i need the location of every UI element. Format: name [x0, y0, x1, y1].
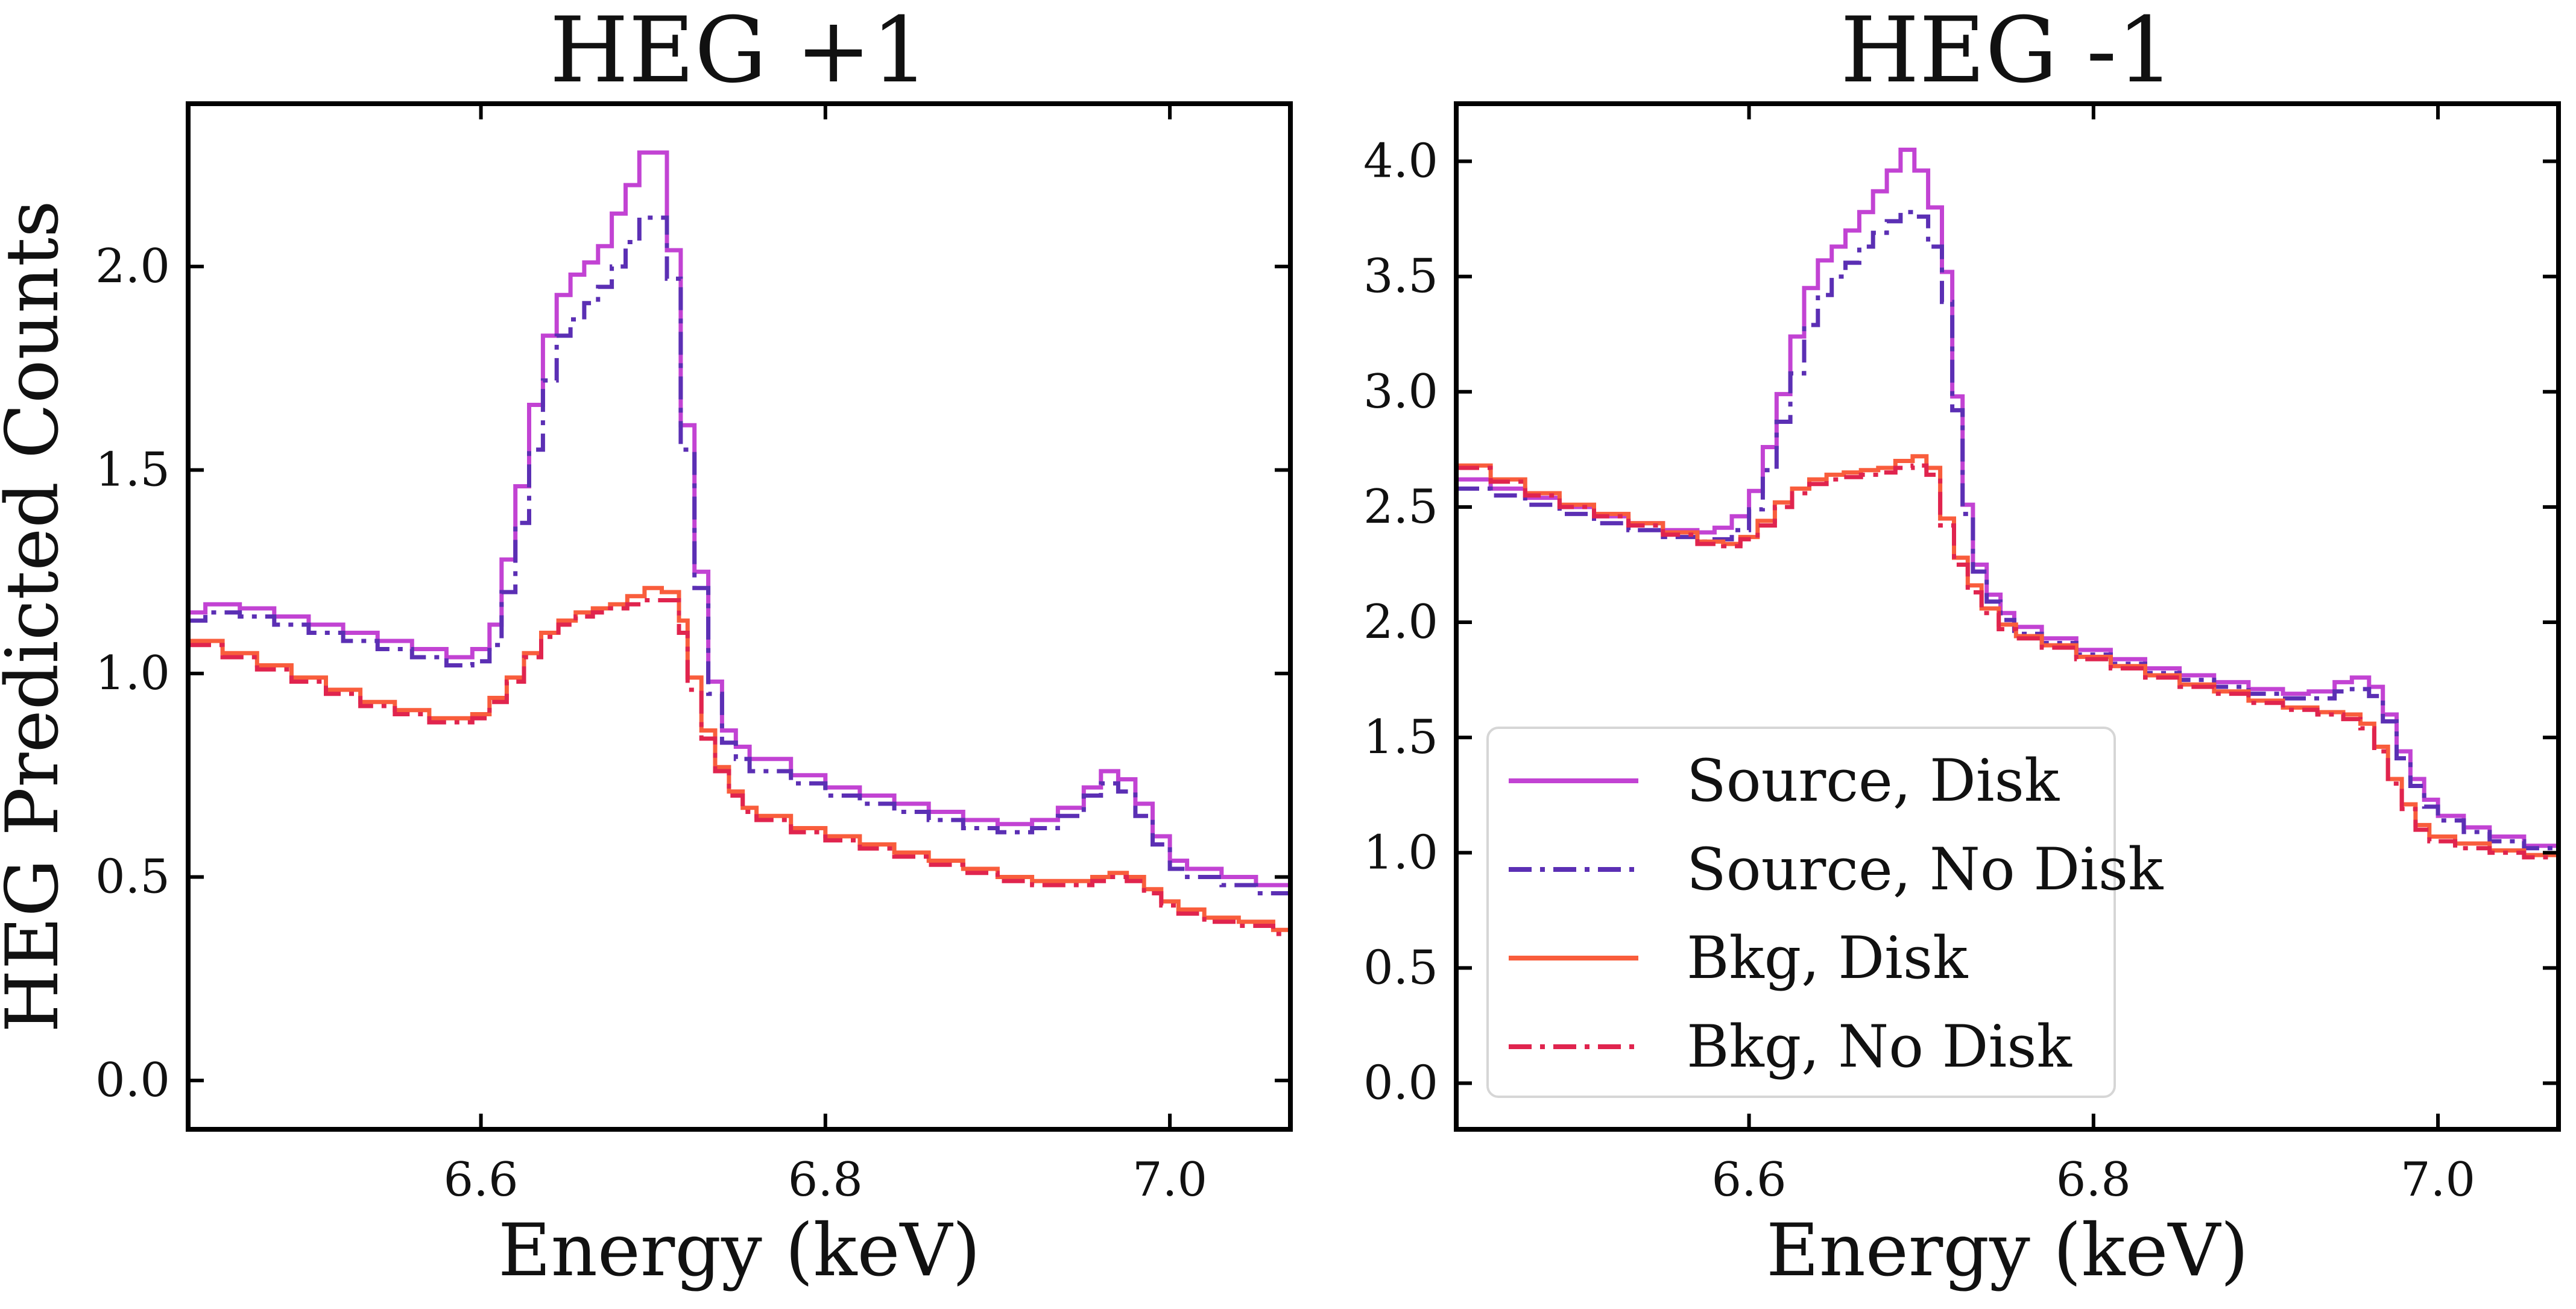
x-tick-label: 7.0	[1132, 1153, 1207, 1207]
x-axis-label: Energy (keV)	[498, 1209, 980, 1293]
y-axis-label: HEG Predicted Counts	[0, 200, 75, 1032]
y-tick-label: 3.0	[1363, 365, 1438, 419]
x-axis-label: Energy (keV)	[1766, 1209, 2249, 1293]
legend-label: Bkg, Disk	[1687, 924, 1968, 992]
y-tick-label: 3.5	[1363, 250, 1438, 304]
legend-label: Source, Disk	[1687, 747, 2060, 815]
axes-frame	[186, 101, 1293, 1132]
y-tick-label: 2.5	[1363, 480, 1438, 534]
plot-area	[188, 150, 1290, 938]
x-tick-label: 6.8	[788, 1153, 863, 1207]
panel-2: 6.6 6.8 7.0 0.0 0.5 1.0 1.5 2.0 2.5 3.0 3.5 4.0 HEG …	[1363, 0, 2561, 1293]
panel-1: 6.6 6.8 7.0 0.0 0.5 1.0 1.5 2.0 HEG +1 Energy (ke…	[0, 0, 1293, 1293]
y-tick-label: 1.5	[95, 443, 170, 497]
y-tick-label: 0.5	[1363, 941, 1438, 995]
y-tick-label: 1.0	[1363, 825, 1438, 880]
y-tick-label: 0.5	[95, 850, 170, 904]
series-line-1	[188, 215, 1290, 901]
x-tick-label: 7.0	[2401, 1153, 2475, 1207]
x-tick-label: 6.8	[2056, 1153, 2131, 1207]
x-tick-label: 6.6	[1712, 1153, 1787, 1207]
series-line-3	[188, 598, 1290, 938]
x-tick-label: 6.6	[444, 1153, 519, 1207]
series-line-1	[1456, 210, 2559, 856]
legend-label: Source, No Disk	[1687, 836, 2164, 903]
chart-title: HEG +1	[550, 0, 929, 103]
series-line-0	[1456, 147, 2559, 853]
legend-box	[1486, 727, 2116, 1098]
plot-area	[1456, 147, 2559, 862]
legend-label: Bkg, No Disk	[1687, 1013, 2072, 1080]
y-tick-label: 1.5	[1363, 710, 1438, 765]
axes-frame	[1454, 101, 2561, 1132]
y-tick-label: 0.0	[95, 1053, 170, 1108]
y-tick-label: 4.0	[1363, 134, 1438, 189]
y-tick-label: 1.0	[95, 646, 170, 701]
y-tick-label: 2.0	[95, 239, 170, 294]
series-line-2	[188, 585, 1290, 934]
y-tick-label: 0.0	[1363, 1056, 1438, 1111]
y-tick-label: 2.0	[1363, 595, 1438, 649]
series-line-0	[188, 150, 1290, 894]
chart-title: HEG -1	[1840, 0, 2174, 103]
legend: Source, Disk Source, No Disk Bkg, Disk Bkg,…	[1486, 727, 2164, 1098]
series-line-3	[1456, 463, 2559, 862]
